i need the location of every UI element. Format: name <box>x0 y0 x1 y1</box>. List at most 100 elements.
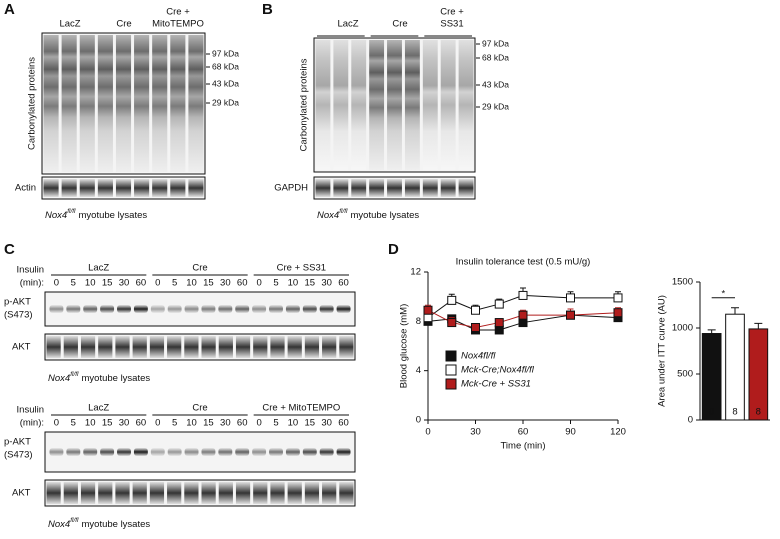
lane <box>387 40 402 170</box>
time-label: 15 <box>203 278 214 289</box>
band <box>150 305 165 313</box>
time-label: 30 <box>220 278 231 289</box>
loading-label: GAPDH <box>274 183 308 194</box>
marker-label: 68 kDa <box>212 61 239 71</box>
time-label: 0 <box>256 418 261 429</box>
caption: Nox4fl/fl myotube lysates <box>48 517 150 530</box>
row-label: AKT <box>12 488 31 499</box>
time-label: 5 <box>172 278 177 289</box>
point <box>613 308 623 318</box>
band <box>336 305 351 313</box>
lane <box>422 40 438 170</box>
time-label: 5 <box>273 418 278 429</box>
lane <box>322 336 337 358</box>
group-label: MitoTEMPO <box>152 19 204 30</box>
caption-gene: Nox4 <box>48 519 70 530</box>
band <box>252 448 267 456</box>
band <box>336 448 351 456</box>
lane <box>315 40 331 170</box>
lane <box>61 35 77 172</box>
lane <box>235 336 251 358</box>
y-axis-label: Area under ITT curve (AU) <box>657 295 668 407</box>
lane <box>422 179 438 197</box>
group-label: LacZ <box>337 19 358 30</box>
time-label: 5 <box>71 418 76 429</box>
marker-label: 43 kDa <box>482 79 509 89</box>
y-tick-label: 500 <box>677 369 693 380</box>
band <box>269 448 283 456</box>
lane <box>440 40 456 170</box>
point <box>494 325 504 335</box>
y-tick-label: 4 <box>416 365 421 376</box>
lane <box>253 336 268 358</box>
point <box>423 313 433 323</box>
lane <box>184 336 199 358</box>
caption-allele: fl/fl <box>70 371 79 378</box>
legend-swatch <box>445 378 457 390</box>
band <box>302 448 317 456</box>
lane <box>188 179 204 197</box>
lane <box>97 179 113 197</box>
band <box>218 305 233 313</box>
lane <box>270 482 285 504</box>
lane <box>304 336 320 358</box>
caption-text: myotube lysates <box>82 519 151 530</box>
time-label: 0 <box>54 278 59 289</box>
time-label: 60 <box>338 278 349 289</box>
n-label: 8 <box>709 407 714 418</box>
lane <box>218 336 233 358</box>
point <box>471 323 480 332</box>
legend-entry: Nox4fl/fl <box>461 351 496 362</box>
legend-swatch <box>445 364 457 376</box>
lane <box>339 482 354 504</box>
lane <box>170 179 186 197</box>
group-label: Cre + SS31 <box>277 263 326 274</box>
marker-label: 29 kDa <box>212 97 239 107</box>
time-label: 30 <box>220 418 231 429</box>
group-label: SS31 <box>440 19 463 30</box>
band <box>83 305 98 313</box>
point <box>566 293 575 303</box>
blot-label: Carbonylated proteins <box>27 57 38 150</box>
lane <box>235 482 251 504</box>
error-bar <box>731 307 739 315</box>
n-label: 8 <box>756 407 761 418</box>
time-label: 30 <box>119 278 130 289</box>
lane <box>270 336 285 358</box>
lane <box>115 336 130 358</box>
min-label: (min): <box>20 418 44 429</box>
panel-label: C <box>4 241 15 258</box>
lane <box>46 482 61 504</box>
group-label: Cre + MitoTEMPO <box>262 403 340 414</box>
lane <box>188 35 204 172</box>
lane <box>115 179 132 197</box>
time-label: 0 <box>54 418 59 429</box>
row-label: AKT <box>12 342 31 353</box>
lane <box>369 179 385 197</box>
band <box>133 305 148 313</box>
lane <box>253 482 268 504</box>
time-label: 60 <box>237 278 248 289</box>
time-label: 10 <box>85 278 96 289</box>
caption-text: myotube lysates <box>82 373 151 384</box>
blot-label: Carbonylated proteins <box>299 58 310 151</box>
bar <box>701 333 722 421</box>
row-label: (S473) <box>4 450 33 461</box>
lane <box>79 179 95 197</box>
bar <box>725 313 745 421</box>
insulin-label: Insulin <box>17 405 44 416</box>
group-label: Cre <box>392 19 407 30</box>
band <box>117 448 131 456</box>
error-bar <box>707 329 716 334</box>
point <box>494 299 504 309</box>
x-tick-label: 60 <box>518 427 529 438</box>
lane <box>167 336 182 358</box>
legend-entry: Mck-Cre + SS31 <box>461 379 531 390</box>
lane <box>63 336 78 358</box>
time-label: 15 <box>304 418 315 429</box>
lane <box>115 35 132 172</box>
caption-text: myotube lysates <box>351 210 420 221</box>
legend-entry: Mck-Cre;Nox4fl/fl <box>461 365 535 376</box>
